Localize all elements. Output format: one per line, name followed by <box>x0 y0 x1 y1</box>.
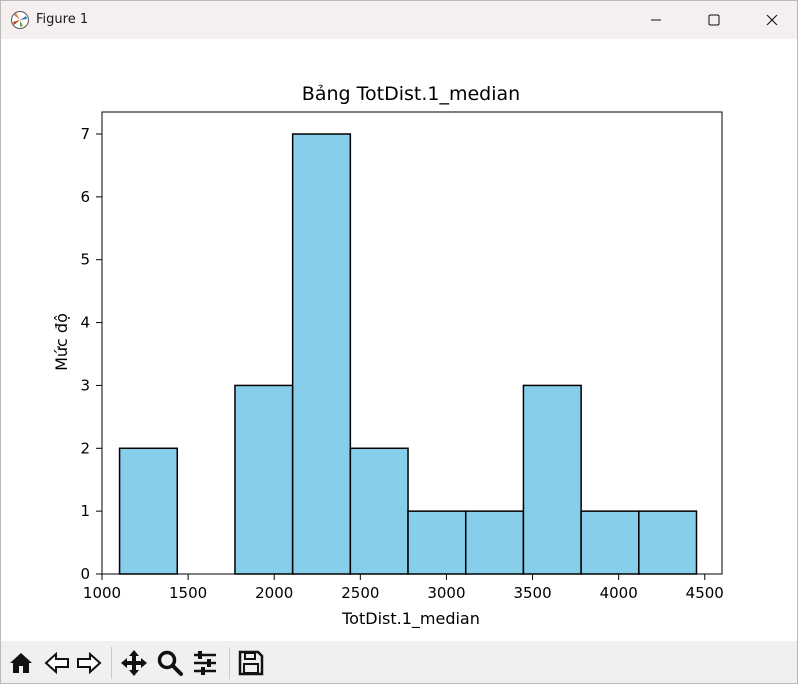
x-tick-label: 4000 <box>600 584 638 602</box>
histogram-bar <box>349 447 409 575</box>
configure-subplots-button[interactable] <box>191 649 219 677</box>
histogram-bar <box>118 447 179 575</box>
maximize-button[interactable] <box>685 1 743 39</box>
histogram-bar <box>580 510 640 575</box>
zoom-button[interactable] <box>156 649 184 677</box>
title-bar[interactable]: Figure 1 <box>1 1 797 39</box>
back-button[interactable] <box>43 649 71 677</box>
bars-layer <box>118 133 698 575</box>
close-button[interactable] <box>743 1 798 39</box>
navigation-toolbar <box>1 641 797 683</box>
histogram-bar <box>638 510 698 575</box>
minimize-button[interactable] <box>627 1 685 39</box>
figure-canvas: Bảng TotDist.1_median 1000 1500 2000 2500 30… <box>1 39 797 641</box>
y-tick-label: 1 <box>80 502 90 520</box>
histogram-bar <box>407 510 467 575</box>
save-floppy-icon <box>238 650 264 676</box>
histogram-bar <box>291 133 352 575</box>
save-button[interactable] <box>237 649 265 677</box>
histogram-bar <box>464 510 525 575</box>
y-tick-label: 4 <box>80 314 90 332</box>
x-tick-label: 2000 <box>255 584 293 602</box>
toolbar-separator <box>111 647 112 679</box>
y-tick-label: 2 <box>80 439 90 457</box>
histogram-bar <box>234 384 294 575</box>
back-arrow-icon <box>44 651 69 675</box>
x-tick-label: 3000 <box>427 584 465 602</box>
forward-arrow-icon <box>77 651 102 675</box>
pan-move-icon <box>121 650 147 676</box>
x-axis-ticks: 1000 1500 2000 2500 3000 3500 4000 4500 <box>83 574 724 602</box>
y-axis-label: Mức độ <box>52 313 71 371</box>
home-button[interactable] <box>7 649 35 677</box>
x-tick-label: 3500 <box>513 584 551 602</box>
configure-subplots-icon <box>194 651 216 675</box>
x-axis-label: TotDist.1_median <box>341 609 480 629</box>
x-tick-label: 2500 <box>341 584 379 602</box>
pan-button[interactable] <box>120 649 148 677</box>
y-tick-label: 5 <box>80 251 90 269</box>
toolbar-separator <box>229 647 230 679</box>
close-icon <box>766 14 778 26</box>
window-title: Figure 1 <box>36 12 89 27</box>
y-tick-label: 3 <box>80 376 90 394</box>
home-icon <box>10 653 32 673</box>
plot-area-frame <box>101 111 723 575</box>
y-tick-label: 7 <box>80 125 90 143</box>
y-tick-label: 0 <box>80 565 90 583</box>
x-tick-label: 4500 <box>686 584 724 602</box>
zoom-magnifier-icon <box>157 650 183 676</box>
forward-button[interactable] <box>75 649 103 677</box>
x-tick-label: 1500 <box>169 584 207 602</box>
histogram-chart: Bảng TotDist.1_median 1000 1500 2000 2500 30… <box>52 83 724 629</box>
minimize-icon <box>651 19 661 21</box>
y-tick-label: 6 <box>80 188 90 206</box>
chart-title: Bảng TotDist.1_median <box>302 83 520 105</box>
y-axis-ticks: 0 1 2 3 4 5 6 7 <box>80 125 102 583</box>
x-tick-label: 1000 <box>83 584 121 602</box>
matplotlib-app-icon <box>11 11 29 29</box>
histogram-bar <box>522 384 582 575</box>
maximize-icon <box>708 14 720 26</box>
